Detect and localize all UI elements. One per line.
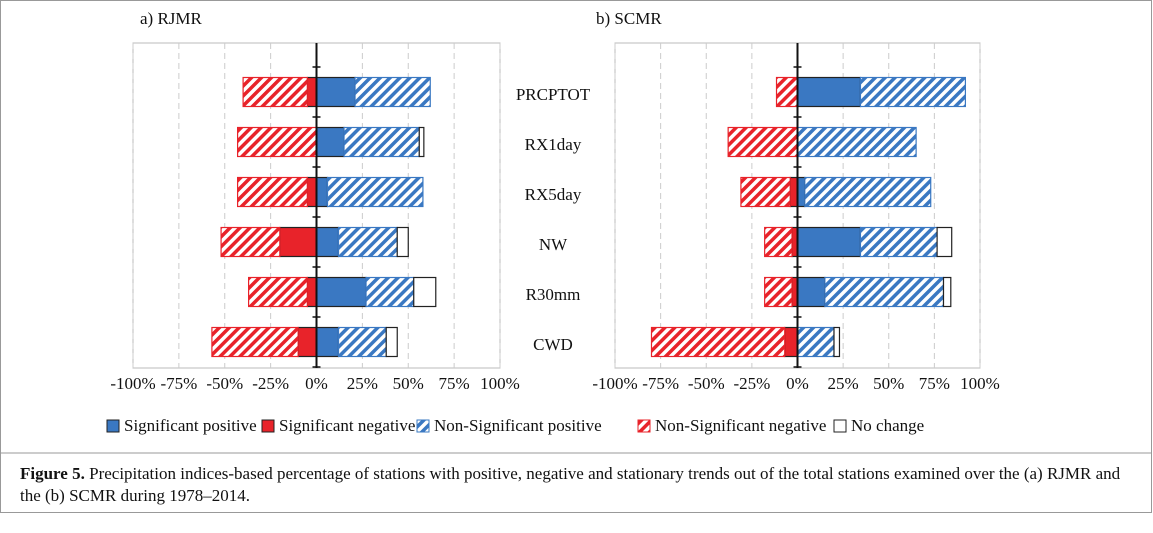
bar-segment: [784, 326, 799, 358]
legend-swatch: [106, 419, 120, 433]
x-tick-label: 100%: [960, 374, 1000, 393]
category-label: R30mm: [526, 285, 581, 304]
caption-text: Precipitation indices-based percentage o…: [20, 464, 1121, 505]
x-tick-label: 25%: [347, 374, 378, 393]
bar-segment: [297, 326, 318, 358]
bar-segment: [796, 76, 862, 108]
bar-segment: [796, 176, 806, 208]
legend-swatch: [637, 419, 651, 433]
x-tick-label: 0%: [786, 374, 809, 393]
bar-segment: [833, 326, 841, 358]
caption: Figure 5. Precipitation indices-based pe…: [20, 463, 1130, 507]
category-label: CWD: [533, 335, 573, 354]
bar-segment: [764, 226, 793, 258]
category-label: RX1day: [525, 135, 582, 154]
category-label: RX5day: [525, 185, 582, 204]
bar-segment: [396, 226, 409, 258]
bar-segment: [315, 276, 367, 308]
legend-label: Significant positive: [124, 416, 257, 435]
bar-segment: [315, 326, 340, 358]
bar-segment: [248, 276, 308, 308]
x-tick-label: 25%: [828, 374, 859, 393]
bar-segment: [343, 126, 420, 158]
bar-segment: [942, 276, 952, 308]
bar-segment: [775, 76, 799, 108]
x-tick-label: 50%: [873, 374, 904, 393]
x-tick-label: -25%: [733, 374, 770, 393]
bar-segment: [859, 76, 967, 108]
bar-segment: [279, 226, 318, 258]
bar-segment: [315, 226, 340, 258]
caption-label: Figure 5.: [20, 464, 85, 483]
bar-segment: [418, 126, 425, 158]
bar-segment: [764, 276, 793, 308]
category-label: PRCPTOT: [516, 85, 591, 104]
bar-segment: [796, 226, 862, 258]
bar-segment: [306, 76, 318, 108]
chart-title: a) RJMR: [140, 9, 203, 28]
legend-label: No change: [851, 416, 924, 435]
x-tick-label: -25%: [252, 374, 289, 393]
bar-segment: [859, 226, 938, 258]
bar-segment: [804, 176, 932, 208]
bar-segment: [365, 276, 415, 308]
bar-segment: [242, 76, 308, 108]
bar-segment: [315, 126, 345, 158]
bar-segment: [796, 276, 826, 308]
bar-segment: [337, 326, 387, 358]
x-tick-label: -100%: [110, 374, 155, 393]
x-tick-label: -100%: [592, 374, 637, 393]
bar-segment: [306, 276, 318, 308]
legend-swatch: [416, 419, 430, 433]
legend-swatch: [833, 419, 847, 433]
x-tick-label: 50%: [393, 374, 424, 393]
bar-segment: [936, 226, 953, 258]
x-tick-label: 0%: [305, 374, 328, 393]
bar-segment: [824, 276, 945, 308]
bar-segment: [354, 76, 431, 108]
x-tick-label: -75%: [160, 374, 197, 393]
x-tick-label: -50%: [688, 374, 725, 393]
category-label: NW: [539, 235, 568, 254]
legend-label: Significant negative: [279, 416, 415, 435]
bar-segment: [413, 276, 437, 308]
bar-segment: [315, 76, 356, 108]
x-tick-label: -75%: [642, 374, 679, 393]
figure-frame: [0, 0, 1152, 513]
bar-segment: [796, 326, 835, 358]
x-tick-label: -50%: [206, 374, 243, 393]
bar-segment: [211, 326, 299, 358]
legend-label: Non-Significant negative: [655, 416, 826, 435]
bar-segment: [326, 176, 424, 208]
bar-segment: [727, 126, 799, 158]
legend-swatch: [261, 419, 275, 433]
bar-segment: [315, 176, 329, 208]
legend-label: Non-Significant positive: [434, 416, 602, 435]
x-tick-label: 75%: [439, 374, 470, 393]
bar-segment: [306, 176, 318, 208]
bar-segment: [236, 176, 308, 208]
bar-segment: [740, 176, 791, 208]
bar-segment: [385, 326, 398, 358]
bar-segment: [796, 126, 917, 158]
x-tick-label: 75%: [919, 374, 950, 393]
chart-title: b) SCMR: [596, 9, 662, 28]
bar-segment: [337, 226, 398, 258]
bar-segment: [789, 176, 799, 208]
bar-segment: [236, 126, 318, 158]
bar-segment: [650, 326, 786, 358]
x-tick-label: 100%: [480, 374, 520, 393]
bar-segment: [220, 226, 281, 258]
